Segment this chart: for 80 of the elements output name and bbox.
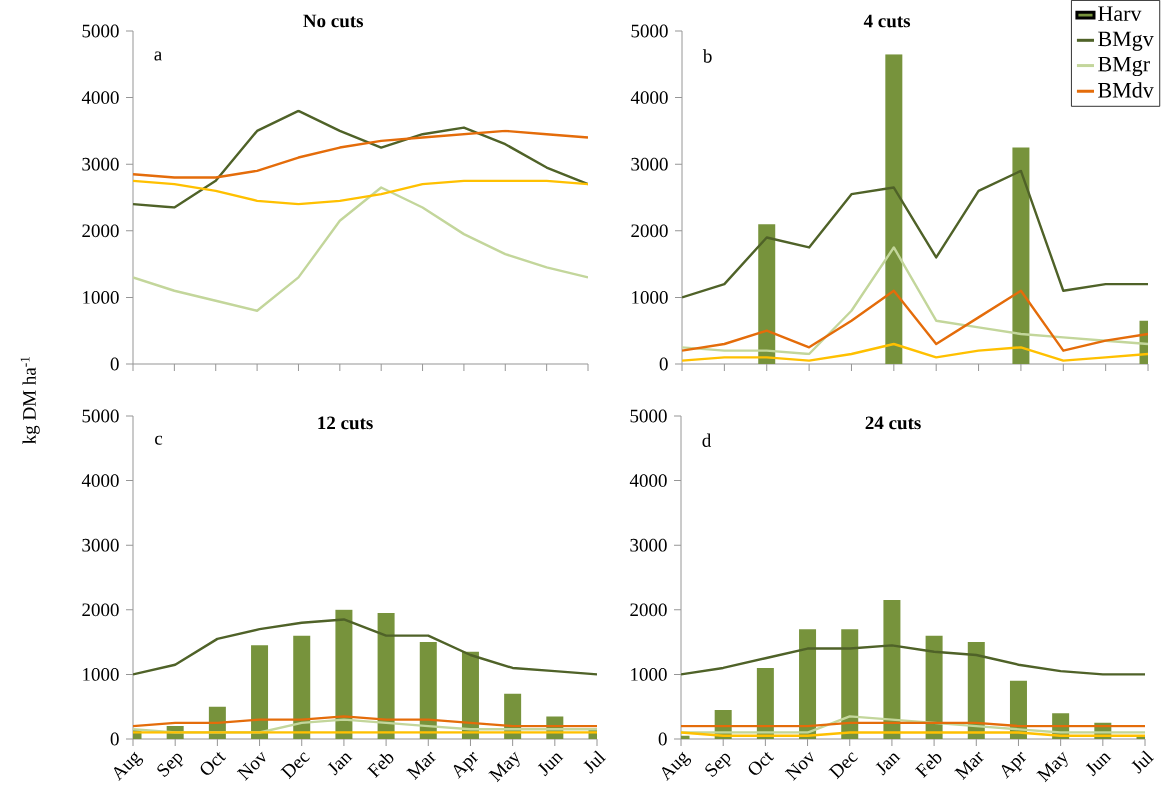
x-tick-label: Jan xyxy=(875,753,901,776)
x-tick-label: Nov xyxy=(236,751,266,781)
y-tick-label: 4000 xyxy=(629,474,667,488)
y-tick-label: 3000 xyxy=(82,538,119,552)
y-tick-label: 1000 xyxy=(83,291,119,304)
x-tick-label: Jan xyxy=(327,753,353,776)
x-tick-label: Oct xyxy=(748,752,774,775)
x-tick-label: Nov xyxy=(784,751,814,781)
y-tick-label: 1000 xyxy=(83,668,119,681)
bar xyxy=(756,667,774,739)
bar xyxy=(1012,147,1030,364)
bar xyxy=(758,224,776,364)
line-series xyxy=(682,169,1149,299)
y-tick-label: 3000 xyxy=(82,157,119,171)
legend-label: BMgv xyxy=(1098,31,1154,51)
y-tick-label: 3000 xyxy=(631,157,668,171)
line-series xyxy=(681,644,1146,676)
line-series xyxy=(682,289,1149,352)
y-tick-label: 1000 xyxy=(631,668,667,681)
bar xyxy=(885,54,903,364)
x-tick-label: Sep xyxy=(705,753,732,777)
annotation: b xyxy=(702,49,712,63)
chart-title: No cuts xyxy=(303,14,364,28)
line-series xyxy=(133,618,598,676)
x-tick-label: May xyxy=(488,751,520,783)
y-tick-label: 4000 xyxy=(81,91,119,105)
x-tick-label: Feb xyxy=(914,753,942,779)
x-tick-label: Aug xyxy=(114,751,144,781)
y-tick-label: 5000 xyxy=(630,409,667,423)
bar xyxy=(799,629,817,739)
y-tick-label: 0 xyxy=(659,357,668,371)
x-tick-label: Feb xyxy=(366,753,394,779)
bar xyxy=(377,613,395,739)
x-tick-label: Jun xyxy=(537,753,564,777)
x-tick-label: Aug xyxy=(662,751,692,781)
y-tick-label: 4000 xyxy=(630,91,668,105)
bar xyxy=(251,645,269,739)
legend-label: Harv xyxy=(1098,6,1142,22)
line-series xyxy=(133,186,589,312)
annotation: c xyxy=(155,435,163,445)
bar xyxy=(293,635,311,739)
annotation: d xyxy=(702,433,712,447)
legend-label: BMdv xyxy=(1098,82,1154,98)
y-tick-label: 1000 xyxy=(632,291,668,304)
bar xyxy=(335,609,353,739)
annotation: a xyxy=(154,51,162,61)
y-tick-label: 5000 xyxy=(631,24,668,38)
chart-title: 12 cuts xyxy=(318,416,373,430)
y-tick-label: 0 xyxy=(110,732,119,746)
x-tick-label: Dec xyxy=(828,752,858,780)
x-tick-label: Apr xyxy=(1001,751,1027,779)
y-tick-label: 5000 xyxy=(82,409,119,423)
y-tick-label: 0 xyxy=(658,732,667,746)
bar xyxy=(883,600,901,739)
x-tick-label: Jun xyxy=(1085,753,1112,777)
chart-title: 4 cuts xyxy=(863,14,911,28)
x-tick-label: Mar xyxy=(406,751,436,780)
x-tick-label: May xyxy=(1036,751,1068,783)
x-tick-label: Jul xyxy=(583,750,607,774)
y-tick-label: 3000 xyxy=(630,538,667,552)
line-series xyxy=(133,109,589,209)
x-tick-label: Apr xyxy=(453,751,479,779)
line-series xyxy=(682,246,1149,356)
x-tick-label: Dec xyxy=(280,752,310,780)
y-tick-label: 2000 xyxy=(82,224,119,238)
x-tick-label: Mar xyxy=(954,751,984,780)
chart-title: 24 cuts xyxy=(865,416,921,430)
legend-label: BMgr xyxy=(1098,56,1150,77)
y-axis-title: kg DM ha$^{-1}$ xyxy=(20,356,40,444)
y-tick-label: 2000 xyxy=(82,603,119,617)
x-tick-label: Sep xyxy=(157,753,184,777)
bar xyxy=(925,635,943,739)
y-tick-label: 2000 xyxy=(630,603,667,617)
y-tick-label: 5000 xyxy=(82,24,119,38)
y-tick-label: 4000 xyxy=(81,474,119,488)
y-tick-label: 0 xyxy=(110,357,119,371)
bar xyxy=(419,642,437,739)
x-tick-label: Jul xyxy=(1131,750,1155,774)
x-tick-label: Oct xyxy=(200,752,226,775)
y-tick-label: 2000 xyxy=(631,224,668,238)
